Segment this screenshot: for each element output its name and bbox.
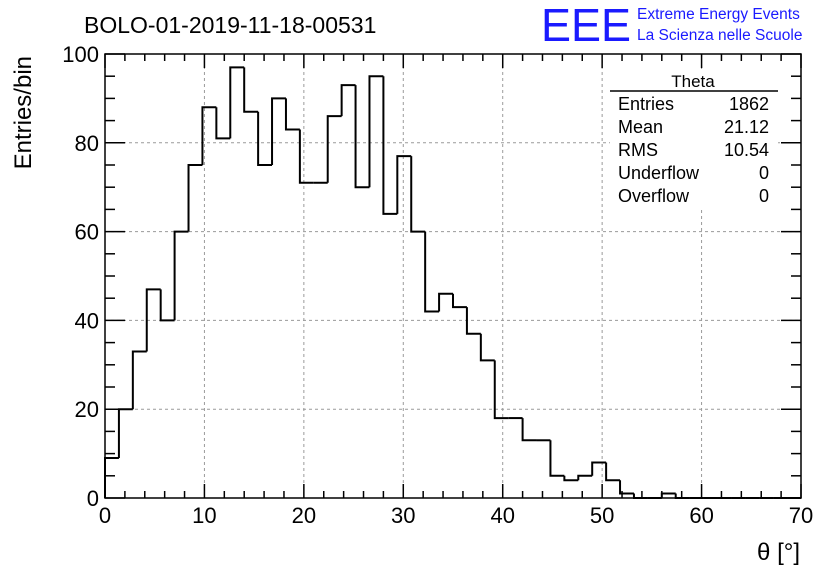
histogram-bin xyxy=(229,66,245,139)
x-tick-label: 30 xyxy=(391,503,415,528)
stats-box-background xyxy=(610,72,778,210)
histogram-bin xyxy=(173,230,189,321)
histogram-bin xyxy=(396,155,412,214)
histogram-bin xyxy=(410,156,426,233)
stats-box: Theta Entries 1862 Mean 21.12 RMS 10.54 … xyxy=(610,72,778,210)
stats-label-underflow: Underflow xyxy=(618,163,700,183)
histogram-bin xyxy=(284,98,300,131)
histogram-bin xyxy=(298,129,314,184)
histogram-bin xyxy=(493,360,509,420)
plot-frame xyxy=(104,53,802,499)
grid-lines xyxy=(105,54,801,498)
histogram-bin xyxy=(591,461,607,476)
histogram-bin xyxy=(326,115,342,183)
histogram-bin xyxy=(563,475,579,482)
stats-label-rms: RMS xyxy=(618,140,658,160)
x-tick-label: 10 xyxy=(192,503,216,528)
logo-line-1: Extreme Energy Events xyxy=(637,6,800,23)
x-tick-label: 0 xyxy=(99,503,111,528)
x-tick-label: 60 xyxy=(689,503,713,528)
histogram-bin xyxy=(479,333,495,362)
histogram-bin xyxy=(605,462,621,482)
stats-value-underflow: 0 xyxy=(759,163,769,183)
histogram-bin xyxy=(549,440,565,477)
histogram-bin xyxy=(368,75,384,188)
histogram-bin xyxy=(201,106,217,165)
histogram-bin xyxy=(159,289,175,322)
logo-line-2: La Scienza nelle Scuole xyxy=(637,27,802,44)
x-axis-label: θ [°] xyxy=(757,539,800,566)
y-tick-label: 20 xyxy=(75,397,99,422)
histogram-bin xyxy=(215,107,231,140)
histogram-bin xyxy=(577,474,593,481)
y-tick-label: 100 xyxy=(62,42,99,67)
stats-value-rms: 10.54 xyxy=(724,140,769,160)
x-tick-label: 40 xyxy=(490,503,514,528)
y-tick-label: 0 xyxy=(87,486,99,511)
y-tick-label: 40 xyxy=(75,308,99,333)
stats-label-overflow: Overflow xyxy=(618,186,690,206)
histogram-bin xyxy=(340,84,356,117)
y-tick-label: 60 xyxy=(75,220,99,245)
histogram-bin xyxy=(145,288,161,352)
x-tick-label: 50 xyxy=(590,503,614,528)
histogram-bin xyxy=(424,231,440,313)
histogram-bin xyxy=(354,85,370,189)
histogram-bin xyxy=(271,97,286,165)
stats-value-overflow: 0 xyxy=(759,186,769,206)
stats-value-mean: 21.12 xyxy=(724,117,769,137)
histogram-bin xyxy=(131,350,147,410)
stats-label-mean: Mean xyxy=(618,117,663,137)
histogram-bin xyxy=(438,292,453,312)
histogram-bin xyxy=(243,67,259,113)
histogram-bin xyxy=(452,293,467,309)
histogram-bin xyxy=(465,307,481,335)
stats-box-title: Theta xyxy=(671,72,715,91)
histogram-bin xyxy=(382,76,398,215)
x-tick-label: 20 xyxy=(292,503,316,528)
histogram-bin xyxy=(521,418,537,442)
y-axis-label: Entries/bin xyxy=(10,56,37,169)
y-tick-label: 80 xyxy=(75,131,99,156)
eee-logo: EEE xyxy=(541,0,631,51)
x-tick-label: 70 xyxy=(789,503,813,528)
histogram-bin xyxy=(187,164,203,232)
chart-title: BOLO-01-2019-11-18-00531 xyxy=(84,12,376,38)
stats-value-entries: 1862 xyxy=(729,94,769,114)
tick-labels: 0 10 20 30 40 50 60 70 0 20 40 60 80 100 xyxy=(62,42,813,528)
histogram-bin xyxy=(257,111,273,166)
histogram-bin xyxy=(619,480,634,495)
stats-label-entries: Entries xyxy=(618,94,674,114)
